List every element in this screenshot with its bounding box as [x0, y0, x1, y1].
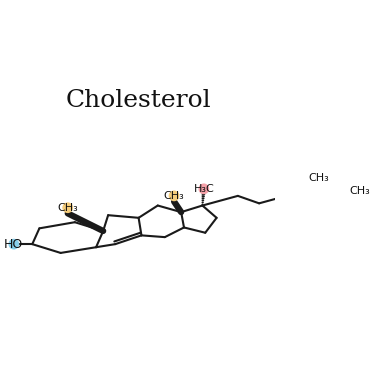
Title: Cholesterol: Cholesterol — [66, 89, 212, 112]
Text: HO: HO — [4, 238, 24, 251]
Text: H₃C: H₃C — [193, 184, 214, 194]
Text: CH₃: CH₃ — [308, 173, 329, 183]
Circle shape — [8, 239, 19, 250]
Circle shape — [169, 190, 179, 201]
Circle shape — [62, 202, 73, 213]
Circle shape — [355, 186, 365, 197]
Text: CH₃: CH₃ — [57, 203, 78, 213]
Circle shape — [198, 184, 209, 194]
Circle shape — [313, 173, 324, 184]
Text: CH₃: CH₃ — [350, 187, 370, 196]
Text: CH₃: CH₃ — [164, 191, 184, 201]
